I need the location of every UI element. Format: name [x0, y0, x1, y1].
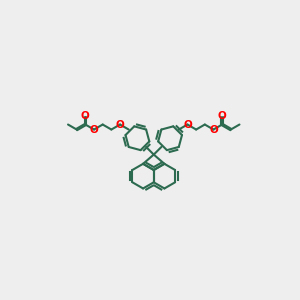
- Text: O: O: [81, 111, 90, 121]
- Text: O: O: [218, 111, 226, 121]
- Text: O: O: [116, 119, 124, 130]
- Text: O: O: [209, 124, 218, 134]
- Text: O: O: [183, 119, 192, 130]
- Text: O: O: [90, 124, 98, 134]
